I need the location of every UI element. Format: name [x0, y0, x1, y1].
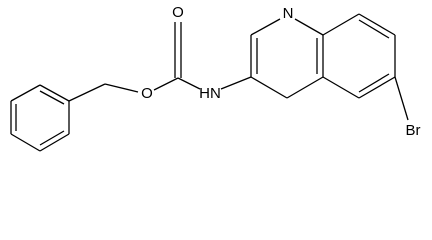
atom-label: Br — [406, 122, 421, 139]
bond — [10, 84, 41, 102]
structure: O O HN N Br — [10, 4, 421, 152]
atom-label: O — [172, 4, 184, 21]
bonds — [10, 13, 409, 152]
bond — [394, 76, 409, 121]
atom-label: O — [141, 85, 153, 102]
bond — [294, 18, 324, 36]
bond — [250, 76, 288, 99]
atom-label: HN — [199, 85, 221, 102]
atom-label: N — [283, 5, 294, 22]
bond — [104, 83, 139, 93]
bond — [39, 84, 70, 102]
bond — [358, 73, 390, 93]
bond — [39, 130, 65, 146]
bond — [10, 133, 41, 152]
bond — [39, 90, 65, 105]
bond — [358, 19, 390, 39]
bond — [322, 76, 360, 99]
bond — [286, 76, 324, 99]
bond — [220, 76, 252, 90]
bond — [250, 18, 281, 36]
bond — [177, 77, 201, 90]
bond — [153, 77, 179, 91]
bond — [68, 83, 106, 102]
bond — [358, 76, 396, 99]
bond — [322, 13, 360, 36]
bond — [358, 13, 396, 36]
bond — [39, 133, 70, 152]
